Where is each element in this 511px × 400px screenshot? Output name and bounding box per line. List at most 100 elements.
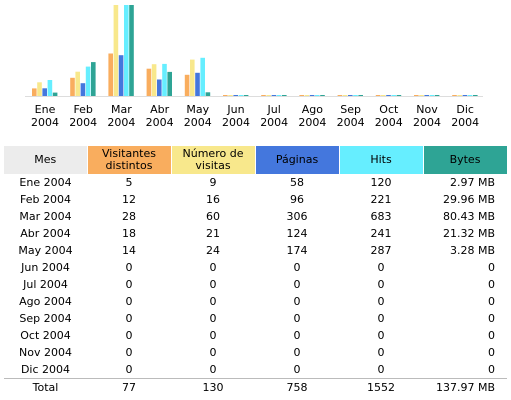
bar-hits-3 — [124, 5, 129, 96]
cell-bytes: 0 — [488, 363, 495, 376]
month-label: Feb 2004 — [64, 103, 102, 129]
table-row: Ago 2004 0 0 0 0 0 — [4, 293, 507, 310]
month-label-year: 2004 — [222, 116, 250, 129]
cell-visitors: 0 — [125, 295, 133, 308]
cell-hits: 0 — [377, 346, 385, 359]
total-bytes-cell: 137.97 MB — [423, 378, 507, 396]
month-label-year: 2004 — [298, 116, 327, 129]
cell-visitors: 0 — [125, 363, 133, 376]
cell-bytes: 3.28 MB — [449, 244, 495, 257]
monthly-stats-table: Mes Visitantes distintos Número de visit… — [4, 146, 508, 396]
table-row: Jul 2004 0 0 0 0 0 — [4, 276, 507, 293]
cell-visitors: 0 — [125, 278, 133, 291]
month-label: Mar 2004 — [102, 103, 140, 129]
bar-visits-6 — [228, 95, 233, 96]
cell-month: Oct 2004 — [20, 329, 71, 342]
bar-bytes-2 — [91, 62, 96, 96]
bar-hits-4 — [162, 63, 167, 96]
cell-visitors: 12 — [122, 193, 136, 206]
bar-visitors-11 — [414, 95, 419, 96]
cell-hits: 0 — [377, 278, 385, 291]
bar-visitors-3 — [108, 53, 113, 96]
bar-pages-4 — [157, 79, 162, 96]
bar-bytes-1 — [52, 92, 58, 96]
bar-hits-6 — [238, 95, 244, 96]
bar-visitors-1 — [32, 88, 37, 96]
month-label-year: 2004 — [451, 116, 480, 129]
bar-bytes-4 — [167, 71, 172, 96]
bar-visits-2 — [75, 71, 80, 96]
bar-chart-svg — [25, 5, 483, 97]
month-label-year: 2004 — [107, 116, 136, 129]
header-month: Mes — [4, 146, 88, 174]
cell-visits: 9 — [209, 176, 217, 189]
bar-pages-10 — [386, 95, 391, 96]
bar-visits-7 — [266, 95, 271, 96]
bar-hits-8 — [315, 95, 320, 96]
cell-month: Ago 2004 — [19, 295, 72, 308]
header-visits: Número de visitas — [171, 146, 256, 174]
month-label: Jul 2004 — [255, 103, 293, 129]
bar-pages-11 — [424, 95, 429, 96]
cell-month: May 2004 — [18, 244, 73, 257]
bar-hits-5 — [200, 57, 205, 96]
cell-hits: 221 — [370, 193, 392, 206]
month-label-name: Oct — [379, 103, 399, 116]
cell-visitors: 0 — [125, 312, 133, 325]
month-label-name: May — [186, 103, 210, 116]
bar-visits-1 — [37, 82, 42, 96]
table-row: Oct 2004 0 0 0 0 0 — [4, 327, 507, 344]
cell-hits: 683 — [370, 210, 392, 223]
bar-bytes-11 — [434, 95, 440, 96]
cell-hits: 120 — [370, 176, 392, 189]
cell-hits: 287 — [370, 244, 392, 257]
cell-bytes: 29.96 MB — [442, 193, 495, 206]
cell-visitors: 0 — [125, 261, 133, 274]
month-label-name: Feb — [73, 103, 93, 116]
cell-bytes: 0 — [488, 346, 495, 359]
header-bytes: Bytes — [423, 146, 508, 174]
table-row: Mar 2004 28 60 306 683 80.43 MB — [4, 208, 507, 225]
bar-pages-8 — [309, 95, 315, 96]
cell-pages: 174 — [286, 244, 308, 257]
month-label: Nov 2004 — [408, 103, 446, 129]
month-label-name: Nov — [416, 103, 438, 116]
table-header-row: Mes Visitantes distintos Número de visit… — [4, 146, 508, 174]
cell-bytes: 0 — [488, 329, 495, 342]
table-row: Ene 2004 5 9 58 120 2.97 MB — [4, 174, 507, 191]
month-label-year: 2004 — [31, 116, 59, 129]
bar-visitors-12 — [452, 95, 457, 96]
cell-visits: 21 — [206, 227, 220, 240]
month-label-year: 2004 — [374, 116, 403, 129]
total-month-cell: Total — [4, 378, 87, 396]
month-label: Ene 2004 — [26, 103, 64, 129]
cell-pages: 0 — [293, 295, 301, 308]
bar-visits-3 — [113, 5, 119, 96]
month-label-name: Sep — [340, 103, 361, 116]
table-body: Ene 2004 5 9 58 120 2.97 MB Feb 2004 12 16 96 221 2… — [4, 174, 507, 379]
bar-pages-1 — [42, 88, 47, 96]
bar-pages-7 — [271, 95, 277, 96]
table-row: May 2004 14 24 174 287 3.28 MB — [4, 242, 507, 259]
cell-hits: 0 — [377, 363, 385, 376]
cell-pages: 0 — [293, 278, 301, 291]
month-label-name: Dic — [456, 103, 474, 116]
cell-month: Sep 2004 — [19, 312, 72, 325]
bar-bytes-5 — [205, 92, 211, 96]
month-label: Dic 2004 — [446, 103, 484, 129]
bar-hits-12 — [467, 95, 473, 96]
total-visits-cell: 130 — [171, 378, 255, 396]
cell-hits: 0 — [377, 295, 385, 308]
cell-visits: 0 — [209, 278, 217, 291]
bar-hits-1 — [47, 80, 53, 96]
cell-bytes: 0 — [488, 261, 495, 274]
cell-visits: 24 — [206, 244, 220, 257]
month-label: Jun 2004 — [217, 103, 255, 129]
cell-visits: 0 — [209, 312, 217, 325]
table-row: Abr 2004 18 21 124 241 21.32 MB — [4, 225, 507, 242]
month-label-year: 2004 — [260, 116, 289, 129]
bar-bytes-12 — [473, 95, 478, 96]
total-hits-cell: 1552 — [339, 378, 423, 396]
cell-hits: 0 — [377, 261, 385, 274]
bar-hits-9 — [353, 95, 358, 96]
